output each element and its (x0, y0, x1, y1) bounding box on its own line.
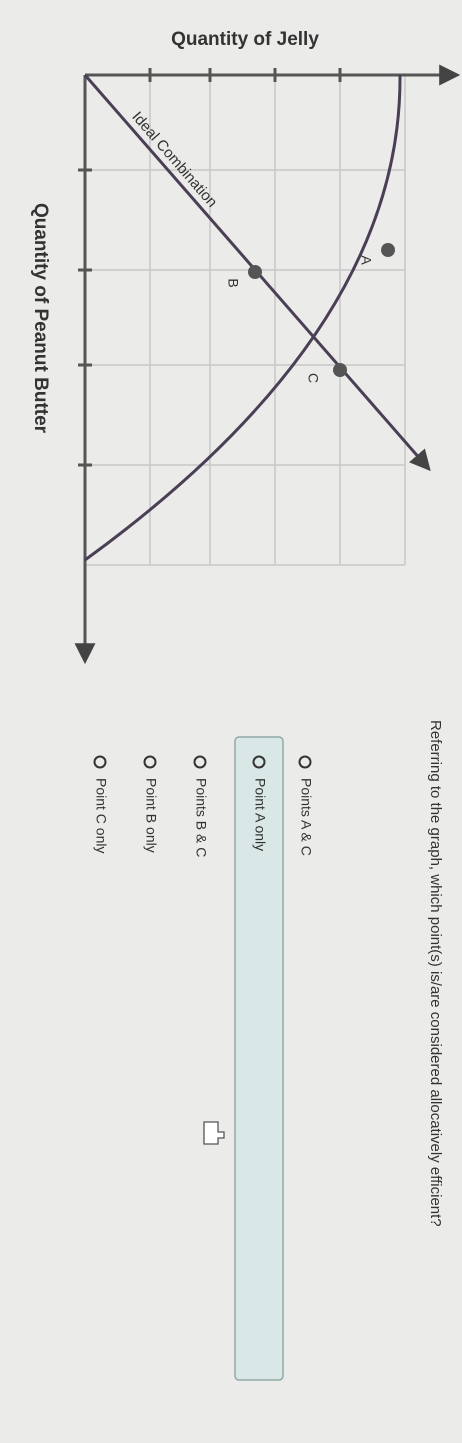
option-label[interactable]: Point C only (93, 778, 109, 853)
question: Referring to the graph, which point(s) i… (427, 720, 444, 1227)
radio-button[interactable] (298, 755, 312, 769)
radio-button[interactable] (143, 755, 157, 769)
radio-button[interactable] (93, 755, 107, 769)
y-axis-label: Quantity of Jelly (171, 29, 319, 50)
point-label: C (305, 373, 321, 383)
point-label: A (358, 255, 374, 265)
cursor (203, 1121, 225, 1145)
option-label[interactable]: Points B & C (193, 778, 209, 857)
option-label[interactable]: Point A only (252, 778, 268, 851)
selected-highlight (234, 736, 284, 1381)
option-label[interactable]: Point B only (143, 778, 159, 853)
x-axis-label: Quantity of Peanut Butter (30, 203, 51, 434)
ppf-curve (84, 74, 402, 562)
radio-button[interactable] (252, 755, 266, 769)
point-label: B (225, 278, 241, 287)
point-a (381, 243, 395, 257)
point-c (333, 363, 347, 377)
options: Points A & C Point A only Points B & C Poin… (93, 755, 314, 857)
point-b (248, 265, 262, 279)
grid (85, 75, 406, 566)
axes (74, 64, 461, 665)
option-label[interactable]: Points A & C (298, 778, 314, 856)
radio-button[interactable] (193, 755, 207, 769)
